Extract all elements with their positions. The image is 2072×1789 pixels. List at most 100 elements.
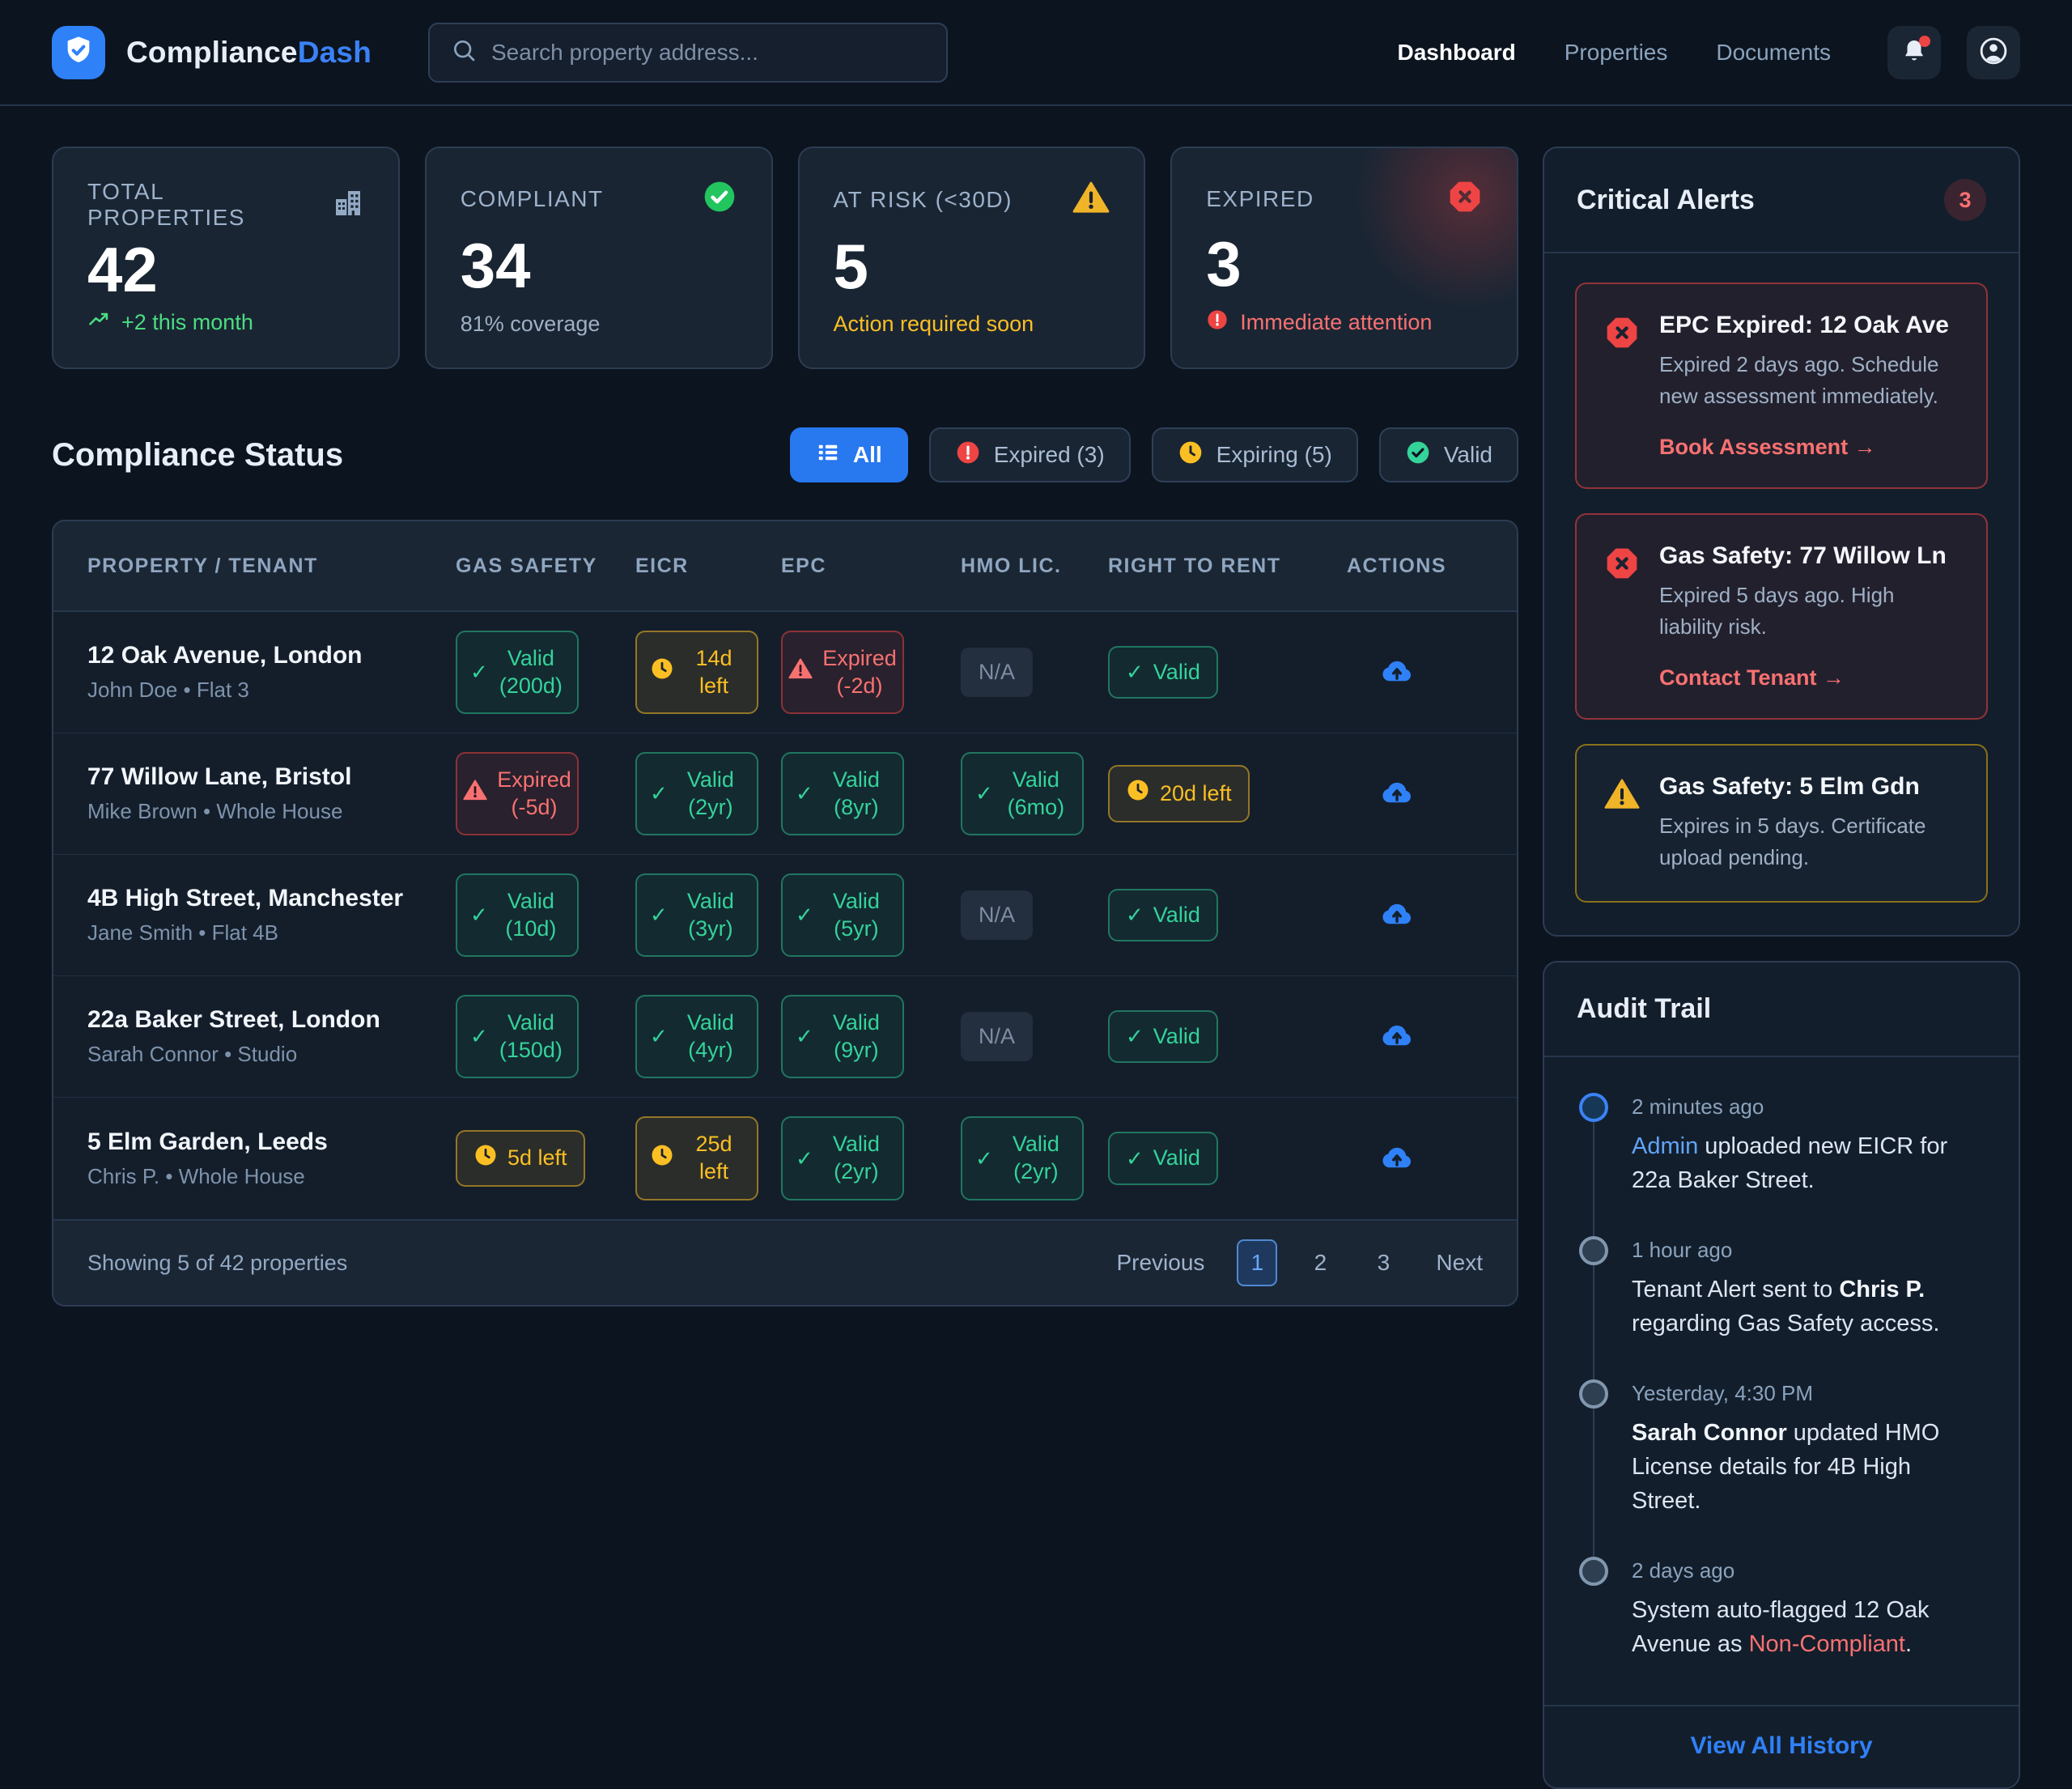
page-button-1[interactable]: 1: [1237, 1239, 1278, 1286]
check-icon: ✓: [975, 781, 993, 806]
alert-circle-icon: [955, 440, 981, 471]
stat-cards: TOTAL PROPERTIES 42 +2 this month COMPLI…: [52, 147, 1518, 369]
octagon-x-icon: [1604, 317, 1640, 354]
timestamp: Yesterday, 4:30 PM: [1632, 1381, 1814, 1406]
previous-page-button[interactable]: Previous: [1116, 1250, 1205, 1275]
alert-description: Expired 2 days ago. Schedule new assessm…: [1659, 352, 1939, 408]
search-input[interactable]: [491, 39, 925, 66]
upload-document-button[interactable]: [1380, 897, 1414, 933]
filter-buttons: All Expired (3) Expiring (5): [789, 427, 1518, 482]
shield-check-icon: [62, 34, 95, 70]
page-button-2[interactable]: 2: [1300, 1239, 1340, 1286]
audit-item: 1 hour ago Tenant Alert sent to Chris P. …: [1577, 1236, 1986, 1380]
warning-triangle-icon: [1072, 179, 1110, 220]
stat-label: EXPIRED: [1206, 185, 1314, 211]
property-tenant: Jane Smith • Flat 4B: [87, 920, 278, 945]
audit-text: System auto-flagged 12 Oak Avenue as Non…: [1632, 1593, 1986, 1661]
alert-card: Gas Safety: 5 Elm Gdn Expires in 5 days. …: [1575, 744, 1988, 903]
notification-dot: [1919, 35, 1930, 47]
filter-expired[interactable]: Expired (3): [928, 427, 1131, 482]
page-button-3[interactable]: 3: [1363, 1239, 1403, 1286]
status-cell: Expired (-2d): [781, 630, 961, 715]
alert-title: EPC Expired: 12 Oak Ave: [1659, 312, 1949, 338]
check-icon: ✓: [1126, 1145, 1144, 1171]
status-cell: ✓ Valid (9yr): [781, 994, 961, 1079]
status-cell: ✓ Valid (150d): [456, 994, 635, 1079]
stat-card-total-properties: TOTAL PROPERTIES 42 +2 this month: [52, 147, 400, 369]
alerts-panel-title: Critical Alerts: [1577, 184, 1755, 215]
search-bar[interactable]: [428, 22, 948, 83]
timeline-dot: [1579, 1557, 1608, 1587]
alert-action-link[interactable]: Contact Tenant →: [1659, 665, 1845, 690]
text-segment: System auto-flagged 12 Oak Avenue as: [1632, 1597, 1930, 1658]
filter-valid[interactable]: Valid: [1378, 427, 1518, 482]
cloud-upload-icon: [1380, 654, 1414, 691]
badge-label: Valid (6mo): [1007, 767, 1065, 819]
octagon-x-icon: [1447, 179, 1483, 219]
badge-label: Valid (2yr): [1012, 1132, 1059, 1183]
valid-status-badge: ✓ Valid: [1108, 1009, 1218, 1064]
warn-status-badge: 5d left: [456, 1129, 585, 1188]
status-cell: ✓ Valid: [1108, 1132, 1310, 1185]
text-segment: .: [1905, 1631, 1913, 1658]
valid-status-badge: ✓ Valid (8yr): [781, 751, 904, 836]
view-all-history-link[interactable]: View All History: [1690, 1732, 1873, 1760]
warn-status-badge: 25d left: [635, 1116, 758, 1200]
status-cell: Expired (-5d): [456, 751, 635, 836]
audit-text: Tenant Alert sent to Chris P. regarding …: [1632, 1273, 1986, 1341]
badge-label: Valid (4yr): [686, 1009, 734, 1062]
timeline-line: [1592, 1265, 1595, 1380]
timeline-marker: [1577, 1093, 1611, 1237]
alert-action-link[interactable]: Book Assessment →: [1659, 435, 1876, 459]
audit-text: Admin uploaded new EICR for 22a Baker St…: [1632, 1129, 1986, 1197]
upload-document-button[interactable]: [1380, 776, 1414, 812]
stat-label: COMPLIANT: [460, 185, 604, 211]
actions-cell: [1310, 776, 1483, 812]
timeline-dot: [1579, 1379, 1608, 1409]
alert-description: Expired 5 days ago. High liability risk.: [1659, 583, 1895, 639]
audit-entry: 2 minutes ago Admin uploaded new EICR for…: [1632, 1093, 1986, 1236]
upload-document-button[interactable]: [1380, 1141, 1414, 1177]
octagon-x-icon: [1604, 546, 1640, 691]
badge-label: Valid (8yr): [832, 767, 880, 819]
alert-title: Gas Safety: 5 Elm Gdn: [1659, 773, 1920, 800]
table-row: 4B High Street, Manchester Jane Smith • F…: [53, 855, 1517, 976]
next-page-button[interactable]: Next: [1436, 1250, 1483, 1275]
app-logo: [52, 25, 105, 79]
valid-status-badge: ✓ Valid (2yr): [635, 751, 758, 836]
nav-dashboard[interactable]: Dashboard: [1397, 39, 1516, 65]
status-cell: ✓ Valid (2yr): [961, 1116, 1108, 1200]
account-button[interactable]: [1967, 25, 2020, 79]
filter-all[interactable]: All: [789, 427, 908, 482]
badge-label: Valid (150d): [499, 1009, 563, 1062]
nav-documents[interactable]: Documents: [1716, 39, 1831, 65]
check-icon: ✓: [650, 781, 668, 806]
actions-cell: [1310, 1018, 1483, 1055]
table-row: 22a Baker Street, London Sarah Connor • S…: [53, 976, 1517, 1098]
filter-expiring[interactable]: Expiring (5): [1151, 427, 1358, 482]
upload-document-button[interactable]: [1380, 1018, 1414, 1055]
valid-status-badge: ✓ Valid (200d): [456, 630, 579, 715]
upload-document-button[interactable]: [1380, 654, 1414, 691]
property-name: 5 Elm Garden, Leeds: [87, 1128, 328, 1155]
trending-up-icon: [87, 308, 110, 337]
badge-label: 5d left: [507, 1145, 567, 1171]
list-icon: [816, 440, 840, 470]
expired-status-badge: Expired (-5d): [456, 751, 579, 836]
stat-subtext: Immediate attention: [1206, 308, 1483, 337]
stat-value: 34: [460, 229, 531, 301]
timestamp: 2 minutes ago: [1632, 1094, 1764, 1119]
check-icon: ✓: [470, 1024, 488, 1049]
actions-cell: [1310, 654, 1483, 691]
badge-label: Expired (-2d): [822, 645, 897, 698]
check-circle-icon: [702, 179, 737, 219]
alerts-count-badge: 3: [1944, 179, 1986, 221]
search-icon: [451, 37, 477, 67]
valid-status-badge: ✓ Valid (5yr): [781, 873, 904, 958]
status-cell: ✓ Valid (8yr): [781, 751, 961, 836]
nav-properties[interactable]: Properties: [1564, 39, 1668, 65]
cloud-upload-icon: [1380, 1141, 1414, 1177]
column-header: ACTIONS: [1347, 554, 1446, 577]
notifications-button[interactable]: [1887, 25, 1941, 79]
